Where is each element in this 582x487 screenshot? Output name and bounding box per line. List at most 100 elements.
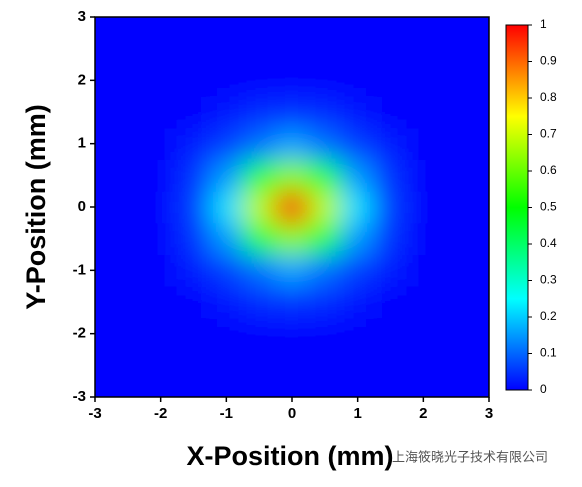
heatmap-cell	[176, 349, 211, 382]
heatmap-cell	[242, 32, 277, 65]
heatmap-cell	[340, 159, 375, 192]
heatmap-cell	[143, 190, 178, 224]
colorbar-tick-label: 0.2	[540, 309, 557, 323]
heatmap-cell	[209, 17, 244, 34]
colorbar-tick-label: 0.6	[540, 163, 557, 177]
heatmap-cell	[95, 64, 112, 97]
heatmap-cell	[439, 222, 474, 255]
heatmap-cell	[209, 159, 244, 192]
heatmap-cell	[340, 64, 375, 97]
heatmap-cell	[242, 380, 277, 397]
heatmap-cell	[275, 127, 309, 160]
heatmap-cell	[110, 222, 145, 255]
heatmap-cell	[406, 190, 441, 224]
heatmap-cell	[143, 349, 178, 382]
heatmap-cell	[439, 127, 474, 160]
heatmap-cell	[242, 349, 277, 382]
heatmap-cell	[307, 285, 342, 319]
heatmap-cell	[373, 285, 408, 319]
colorbar-tick-label: 0.3	[540, 273, 557, 287]
heatmap-cell	[95, 254, 112, 287]
heatmap-cell	[95, 222, 112, 255]
heatmap-cell	[472, 32, 489, 65]
heatmap-cell	[143, 64, 178, 97]
heatmap-cell	[373, 317, 408, 350]
heatmap-cell	[340, 222, 375, 255]
heatmap-cell	[143, 127, 178, 160]
heatmap-cell	[472, 317, 489, 350]
heatmap-cell	[406, 159, 441, 192]
heatmap-cell	[110, 285, 145, 319]
heatmap-cell	[340, 17, 375, 34]
watermark: 上海筱晓光子技术有限公司	[392, 450, 548, 466]
heatmap-cell	[176, 95, 211, 129]
heatmap-cell	[110, 127, 145, 160]
colorbar	[505, 24, 529, 391]
heatmap-cell	[209, 32, 244, 65]
heatmap-cell	[176, 254, 211, 287]
heatmap-cell	[406, 380, 441, 397]
heatmap-cell	[307, 380, 342, 397]
heatmap-cell	[373, 349, 408, 382]
x-tick-label: -2	[154, 405, 167, 422]
heatmap-cell	[275, 349, 309, 382]
heatmap-cell	[307, 127, 342, 160]
heatmap-cell	[307, 222, 342, 255]
heatmap-cell	[176, 159, 211, 192]
heatmap-cell	[275, 159, 309, 192]
y-tick-label: -1	[73, 261, 86, 278]
y-tick-label: 1	[78, 135, 86, 152]
heatmap-cell	[209, 64, 244, 97]
heatmap-cell	[209, 349, 244, 382]
y-tick-label: -3	[73, 388, 86, 405]
y-tick-label: 0	[78, 198, 86, 215]
heatmap-cell	[275, 254, 309, 287]
x-tick-label: 1	[353, 405, 361, 422]
heatmap-cell	[242, 95, 277, 129]
heatmap-cell	[143, 95, 178, 129]
heatmap-cell	[95, 349, 112, 382]
heatmap-cell	[95, 95, 112, 129]
heatmap-cell	[406, 285, 441, 319]
heatmap-cell	[439, 190, 474, 224]
heatmap-cell	[143, 254, 178, 287]
heatmap-cell	[176, 222, 211, 255]
heatmap-cell	[275, 317, 309, 350]
heatmap-cell	[143, 285, 178, 319]
heatmap-cell	[110, 17, 145, 34]
heatmap-cell	[406, 17, 441, 34]
heatmap-cell	[307, 95, 342, 129]
heatmap-cell	[209, 127, 244, 160]
heatmap-cell	[110, 95, 145, 129]
heatmap-cell	[340, 127, 375, 160]
heatmap-cell	[95, 17, 112, 34]
heatmap-cell	[110, 317, 145, 350]
y-tick-label: -2	[73, 325, 86, 342]
heatmap-cell	[472, 380, 489, 397]
heatmap-cell	[472, 64, 489, 97]
heatmap-cell	[242, 64, 277, 97]
heatmap-cell	[275, 17, 309, 34]
heatmap-cell	[95, 159, 112, 192]
heatmap-cell	[275, 32, 309, 65]
heatmap-cell	[307, 64, 342, 97]
colorbar-tick-label: 0.5	[540, 200, 557, 214]
heatmap-cell	[110, 380, 145, 397]
y-axis-label: Y-Position (mm)	[21, 104, 51, 310]
heatmap-cell	[275, 380, 309, 397]
colorbar-tick-label: 0.7	[540, 127, 557, 141]
heatmap-cell	[373, 127, 408, 160]
heatmap-cell	[242, 222, 277, 255]
heatmap-cell	[439, 159, 474, 192]
heatmap-cell	[209, 380, 244, 397]
heatmap-cell	[209, 222, 244, 255]
x-tick-label: 2	[419, 405, 427, 422]
heatmap-cell	[340, 285, 375, 319]
heatmap-cell	[472, 349, 489, 382]
heatmap-cell	[307, 159, 342, 192]
heatmap-cell	[472, 285, 489, 319]
heatmap-cell	[176, 317, 211, 350]
y-tick-label: 2	[78, 71, 86, 88]
heatmap-cell	[406, 317, 441, 350]
